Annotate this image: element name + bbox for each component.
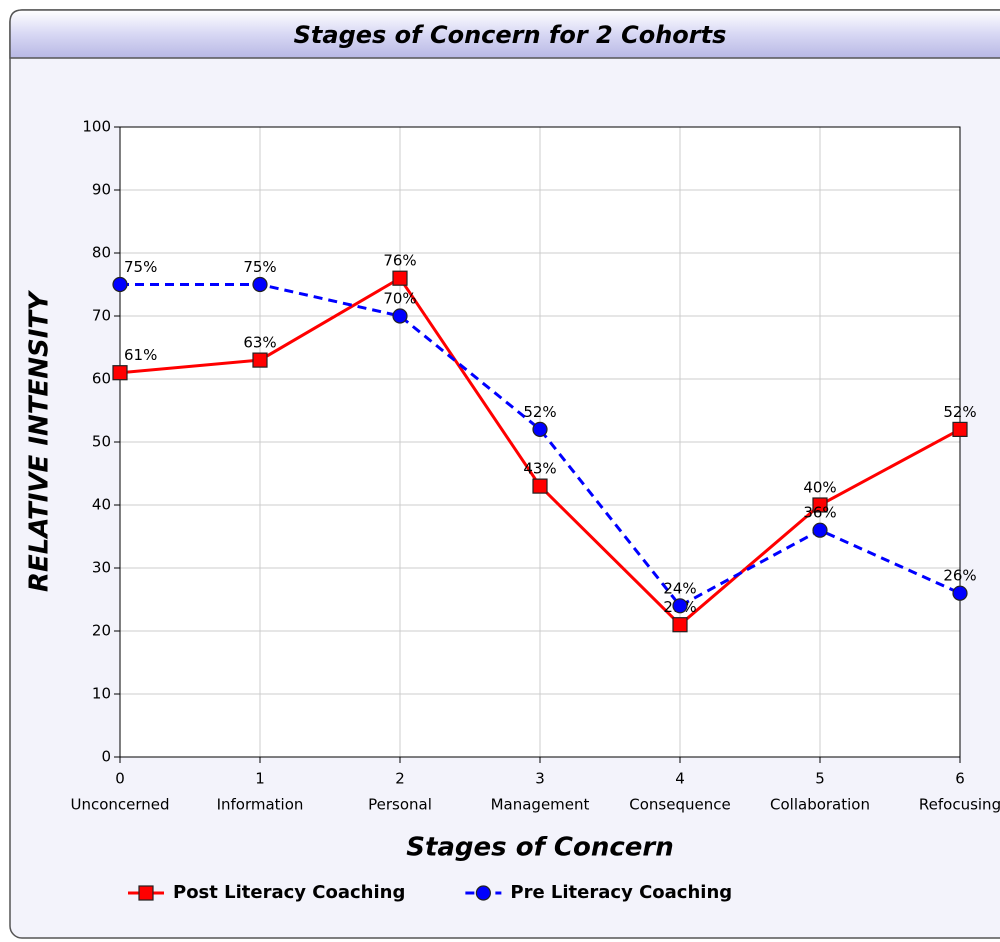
marker — [672, 617, 688, 633]
marker — [252, 352, 268, 368]
y-tick-label: 60 — [92, 370, 111, 388]
marker — [112, 276, 128, 293]
x-tick-label: 4 — [675, 770, 685, 788]
y-tick-label: 40 — [92, 496, 111, 514]
marker — [952, 421, 968, 437]
y-tick-label: 20 — [92, 622, 111, 640]
category-label: Collaboration — [770, 796, 870, 814]
data-label: 76% — [383, 252, 416, 270]
category-label: Consequence — [629, 796, 730, 814]
category-label: Management — [491, 796, 590, 814]
chart-title: Stages of Concern for 2 Cohorts — [294, 21, 727, 49]
y-tick-label: 80 — [92, 244, 111, 262]
marker — [812, 497, 828, 513]
y-tick-label: 70 — [92, 307, 111, 325]
marker — [138, 885, 154, 901]
data-label: 75% — [124, 258, 157, 276]
y-tick-label: 0 — [101, 748, 111, 766]
marker — [392, 308, 408, 324]
marker — [672, 598, 688, 614]
marker — [812, 522, 828, 538]
data-label: 52% — [943, 403, 976, 421]
y-tick-label: 10 — [92, 685, 111, 703]
data-label: 24% — [663, 579, 696, 597]
marker — [392, 270, 408, 286]
data-label: 36% — [803, 504, 836, 522]
category-label: Information — [217, 796, 304, 814]
x-tick-label: 0 — [115, 770, 125, 788]
legend-label: Post Literacy Coaching — [173, 882, 405, 903]
x-tick-label: 1 — [255, 770, 265, 788]
marker — [532, 421, 548, 437]
title-bar — [9, 9, 1000, 59]
x-tick-label: 2 — [395, 770, 405, 788]
x-tick-label: 3 — [535, 770, 545, 788]
data-label: 40% — [803, 479, 836, 497]
category-label: Personal — [368, 796, 432, 814]
marker — [252, 276, 268, 293]
category-label: Unconcerned — [70, 796, 169, 814]
x-tick-label: 5 — [815, 770, 825, 788]
data-label: 26% — [943, 567, 976, 585]
y-axis-title: RELATIVE INTENSITY — [25, 289, 55, 592]
x-tick-label: 6 — [955, 770, 965, 788]
x-axis-title: Stages of Concern — [406, 833, 674, 863]
y-tick-label: 90 — [92, 181, 111, 199]
marker — [532, 478, 548, 494]
plot-border — [119, 126, 961, 758]
data-label: 61% — [124, 346, 157, 364]
category-label: Refocusing — [919, 796, 1000, 814]
legend-label: Pre Literacy Coaching — [510, 882, 732, 903]
y-tick-label: 50 — [92, 433, 111, 451]
data-label: 63% — [243, 334, 276, 352]
data-label: 52% — [523, 403, 556, 421]
data-label: 43% — [523, 460, 556, 478]
marker — [112, 365, 128, 381]
y-tick-label: 100 — [82, 118, 111, 136]
data-label: 75% — [243, 258, 276, 276]
y-tick-label: 30 — [92, 559, 111, 577]
marker — [952, 585, 968, 601]
marker — [475, 885, 491, 901]
data-label: 70% — [383, 290, 416, 308]
